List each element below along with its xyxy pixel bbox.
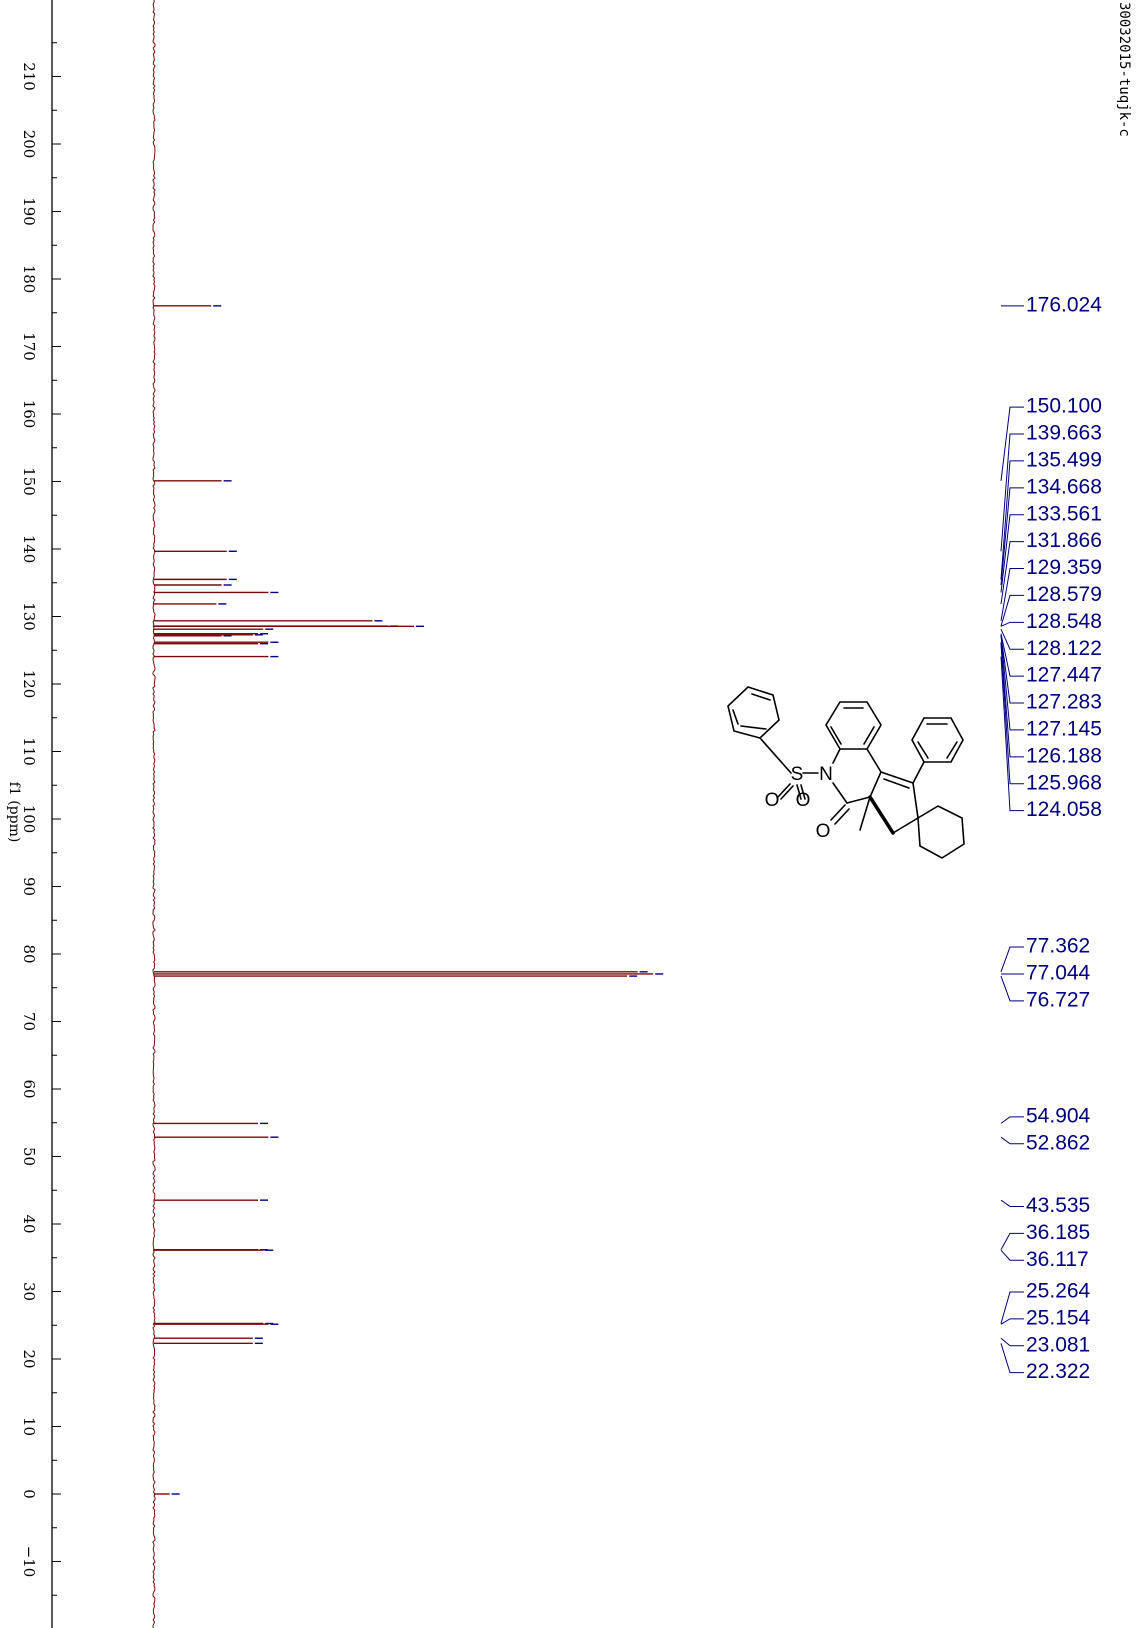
peak-label: 131.866: [1026, 529, 1102, 552]
peak-label-connector: [1000, 1343, 1024, 1374]
spectrum-trace: [152, 0, 664, 1628]
peak-label-connector: [1000, 633, 1024, 677]
atom-label-n: N: [819, 764, 833, 785]
peak-label-connector: [1000, 621, 1024, 627]
peak-label-connector: [1000, 487, 1024, 586]
tick-label: 90: [20, 877, 38, 896]
peak-labels: 176.024 150.100 139.663 135.499 134.668 133.5…: [1000, 293, 1102, 1383]
peak-label-connector: [1000, 634, 1024, 704]
peak-label: 77.362: [1026, 935, 1090, 958]
peak-label: 36.185: [1026, 1221, 1090, 1244]
peak-label: 77.044: [1026, 961, 1091, 984]
peak-label: 22.322: [1026, 1360, 1090, 1383]
peak-label-connector: [1000, 1318, 1024, 1325]
atom-label-s: S: [791, 764, 804, 785]
atom-label-o: O: [816, 821, 831, 842]
peak-label: 125.968: [1026, 771, 1102, 794]
peak-label-connector: [1000, 635, 1024, 731]
peak-label: 128.122: [1026, 637, 1102, 660]
atom-label-o: O: [765, 790, 780, 811]
peak-label-connector: [1000, 1136, 1024, 1145]
tick-label: 30: [20, 1282, 38, 1301]
spectrum-baseline: [152, 0, 156, 1628]
peak-label: 135.499: [1026, 448, 1102, 471]
peak-label: 134.668: [1026, 475, 1102, 498]
molecule-structure: [727, 686, 965, 859]
peak-label: 124.058: [1026, 798, 1102, 821]
peak-label-connector: [1000, 1116, 1024, 1124]
peak-label-connector: [1000, 541, 1024, 604]
peak-label: 127.145: [1026, 717, 1102, 740]
peak-label: 128.579: [1026, 583, 1102, 606]
peak-label: 25.264: [1026, 1279, 1091, 1302]
peak-label: 129.359: [1026, 556, 1102, 579]
peak-label: 54.904: [1026, 1104, 1091, 1127]
peak-label-connector: [1000, 514, 1024, 593]
tick-label: 100: [20, 805, 38, 834]
peak-label: 150.100: [1026, 395, 1102, 418]
peak-label-connector: [1000, 406, 1024, 481]
ppm-axis: 2102001901801701601501401301201101009080…: [20, 0, 61, 1628]
peak-label-connector: [1000, 1291, 1024, 1324]
tick-label: −10: [20, 1546, 38, 1578]
peak-label: 139.663: [1026, 422, 1102, 445]
tick-label: 0: [20, 1489, 38, 1499]
tick-label: 80: [20, 944, 38, 963]
peak-label: 76.727: [1026, 988, 1090, 1011]
peak-label-connector: [1000, 568, 1024, 621]
tick-label: 160: [20, 400, 38, 429]
peak-label: 128.548: [1026, 610, 1102, 633]
peak-label: 127.447: [1026, 664, 1102, 687]
peak-label-connector: [1000, 628, 1024, 650]
peak-label-connector: [1000, 656, 1024, 812]
peak-label: 36.117: [1026, 1248, 1089, 1271]
tick-label: 10: [20, 1417, 38, 1436]
peak-label: 127.283: [1026, 691, 1102, 714]
peak-label: 176.024: [1026, 293, 1102, 316]
tick-label: 150: [20, 467, 38, 496]
atom-label-o: O: [796, 790, 811, 811]
peak-label-connector: [1000, 1199, 1024, 1207]
tick-label: 130: [20, 602, 38, 631]
peak-label: 126.188: [1026, 744, 1102, 767]
peak-label: 43.535: [1026, 1194, 1090, 1217]
peak-label-connector: [1000, 1337, 1024, 1347]
peak-label-connector: [1000, 642, 1024, 758]
peak-label: 25.154: [1026, 1306, 1091, 1329]
tick-label: 180: [20, 265, 38, 294]
peak-label-connector: [1000, 433, 1024, 552]
tick-label: 50: [20, 1147, 38, 1166]
tick-label: 190: [20, 197, 38, 226]
peak-label-connector: [1000, 975, 1024, 1002]
tick-label: 40: [20, 1214, 38, 1233]
peak-label: 52.862: [1026, 1131, 1090, 1154]
sample-id: 30032015-tuqjk-c: [1116, 2, 1132, 137]
tick-label: 20: [20, 1349, 38, 1368]
tick-label: 140: [20, 535, 38, 564]
tick-label: 70: [20, 1012, 38, 1031]
tick-label: 170: [20, 332, 38, 361]
peak-label-connector: [1000, 1249, 1024, 1261]
tick-label: 60: [20, 1079, 38, 1098]
peak-label-connector: [1000, 594, 1024, 627]
structure-atom-labels: N S O O O: [765, 764, 833, 842]
tick-label: 210: [20, 62, 38, 91]
tick-label: 120: [20, 670, 38, 699]
tick-label: 200: [20, 130, 38, 159]
tick-label: 110: [20, 737, 38, 766]
peak-label: 23.081: [1026, 1333, 1090, 1356]
x-axis-title: f1 (ppm): [6, 782, 22, 843]
peak-label: 133.561: [1026, 502, 1102, 525]
peak-label-connector: [1000, 1232, 1024, 1250]
peak-label-connector: [1000, 643, 1024, 785]
peak-label-connector: [1000, 460, 1024, 580]
peak-label-connector: [1000, 946, 1024, 972]
